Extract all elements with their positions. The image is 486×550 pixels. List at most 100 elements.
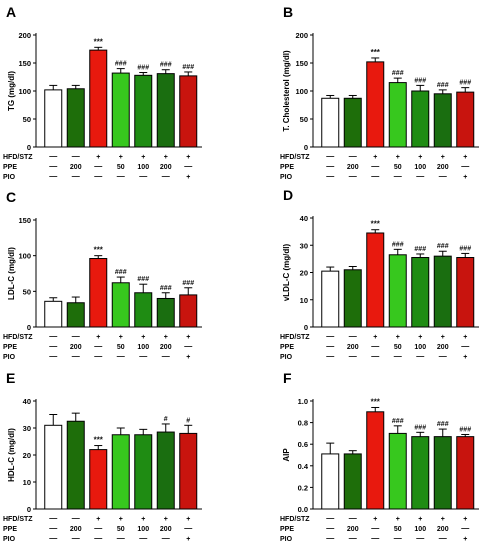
panel-f: F AIP 0.0 0.2 0.4 0.6 0.8 1.0 *** ### ### ### ### HFD… [280,370,479,543]
significance-label: ### [414,424,426,431]
group-cell: + [463,354,467,361]
bar [433,255,452,328]
panel-a: A TG (mg/dl) 0 50 100 150 200 *** ### ### ### ### HF… [3,4,202,181]
group-cell: + [164,334,168,341]
significance-label: ### [137,65,149,72]
group-cell: 200 [347,164,359,171]
bar [456,436,475,510]
panel-b: B T. Cholesterol (mg/dl) 0 50 100 150 200 *** ##… [280,4,479,181]
y-tick-label: 50 [23,115,31,124]
group-cell: + [373,516,377,523]
y-tick-label: 40 [23,397,31,406]
y-tick-label: 0 [304,323,308,332]
group-cell: + [373,154,377,161]
y-tick-label: 0 [304,143,308,152]
significance-label: ### [115,61,127,68]
bar [433,93,452,148]
group-cell: + [186,174,190,181]
y-tick-label: 0 [27,323,31,332]
group-cell: + [463,516,467,523]
bar [411,90,430,148]
y-tick-label: 150 [295,59,308,68]
group-cell: 200 [160,526,172,533]
y-tick-label: 0.6 [298,440,308,449]
group-cell: + [119,154,123,161]
group-cell: + [186,536,190,543]
group-cell: 200 [347,526,359,533]
bar [411,436,430,510]
bar [66,420,85,510]
group-row-label: HFD/STZ [3,334,33,341]
y-tick-label: 50 [300,115,308,124]
y-tick-label: 10 [300,296,308,305]
y-tick-label: 200 [295,31,308,40]
significance-label: *** [371,48,381,57]
group-cell: + [119,334,123,341]
group-cell: 200 [437,164,449,171]
group-cell: 200 [347,344,359,351]
y-tick-label: 0 [27,143,31,152]
bar [179,75,198,148]
bar [343,97,362,148]
bar [66,88,85,148]
bar [366,61,385,148]
group-cell: 50 [394,344,402,351]
group-row-label: PPE [3,344,17,351]
significance-label: ### [459,426,471,433]
group-cell: + [186,354,190,361]
group-cell: + [373,334,377,341]
group-cell: + [164,516,168,523]
group-cell: 100 [414,164,426,171]
y-axis-title: AIP [282,448,291,462]
significance-label: ### [437,82,449,89]
significance-label: *** [371,397,381,406]
y-tick-label: 50 [23,287,31,296]
group-row-label: PPE [280,526,294,533]
bar [111,282,130,328]
bar [44,300,63,328]
bar [411,257,430,328]
y-tick-label: 150 [18,59,31,68]
group-cell: + [418,334,422,341]
significance-label: *** [94,436,104,445]
group-cell: + [186,334,190,341]
group-cell: 50 [117,164,125,171]
group-cell: 200 [70,344,82,351]
y-tick-label: 200 [18,31,31,40]
y-axis-title: HDL-C (mg/dl) [7,428,16,482]
significance-label: ### [182,280,194,287]
y-tick-label: 20 [300,269,308,278]
bar [321,453,340,510]
group-cell: + [463,174,467,181]
group-cell: 100 [137,344,149,351]
y-tick-label: 30 [23,424,31,433]
group-cell: 200 [437,344,449,351]
group-cell: + [418,516,422,523]
group-row-label: PPE [280,164,294,171]
bar [456,257,475,328]
bar [134,74,153,148]
group-cell: + [119,516,123,523]
y-axis-title: LDL-C (mg/dl) [7,247,16,300]
group-cell: 200 [70,526,82,533]
bar [366,232,385,328]
panel-c: C LDL-C (mg/dl) 0 50 100 150 *** ### ### ### ### HF… [3,189,202,361]
y-tick-label: 0.8 [298,419,308,428]
significance-label: ### [414,77,426,84]
group-row-label: HFD/STZ [3,516,33,523]
group-cell: + [441,154,445,161]
significance-label: ### [115,269,127,276]
bar [321,270,340,328]
group-cell: 200 [70,164,82,171]
significance-label: *** [94,246,104,255]
y-tick-label: 150 [18,216,31,225]
bar [44,424,63,510]
group-row-label: PIO [3,174,16,181]
y-tick-label: 0.2 [298,483,308,492]
group-cell: + [396,154,400,161]
bar [44,89,63,148]
panel-letter: E [6,370,15,386]
significance-label: ### [160,62,172,69]
y-tick-label: 100 [295,87,308,96]
